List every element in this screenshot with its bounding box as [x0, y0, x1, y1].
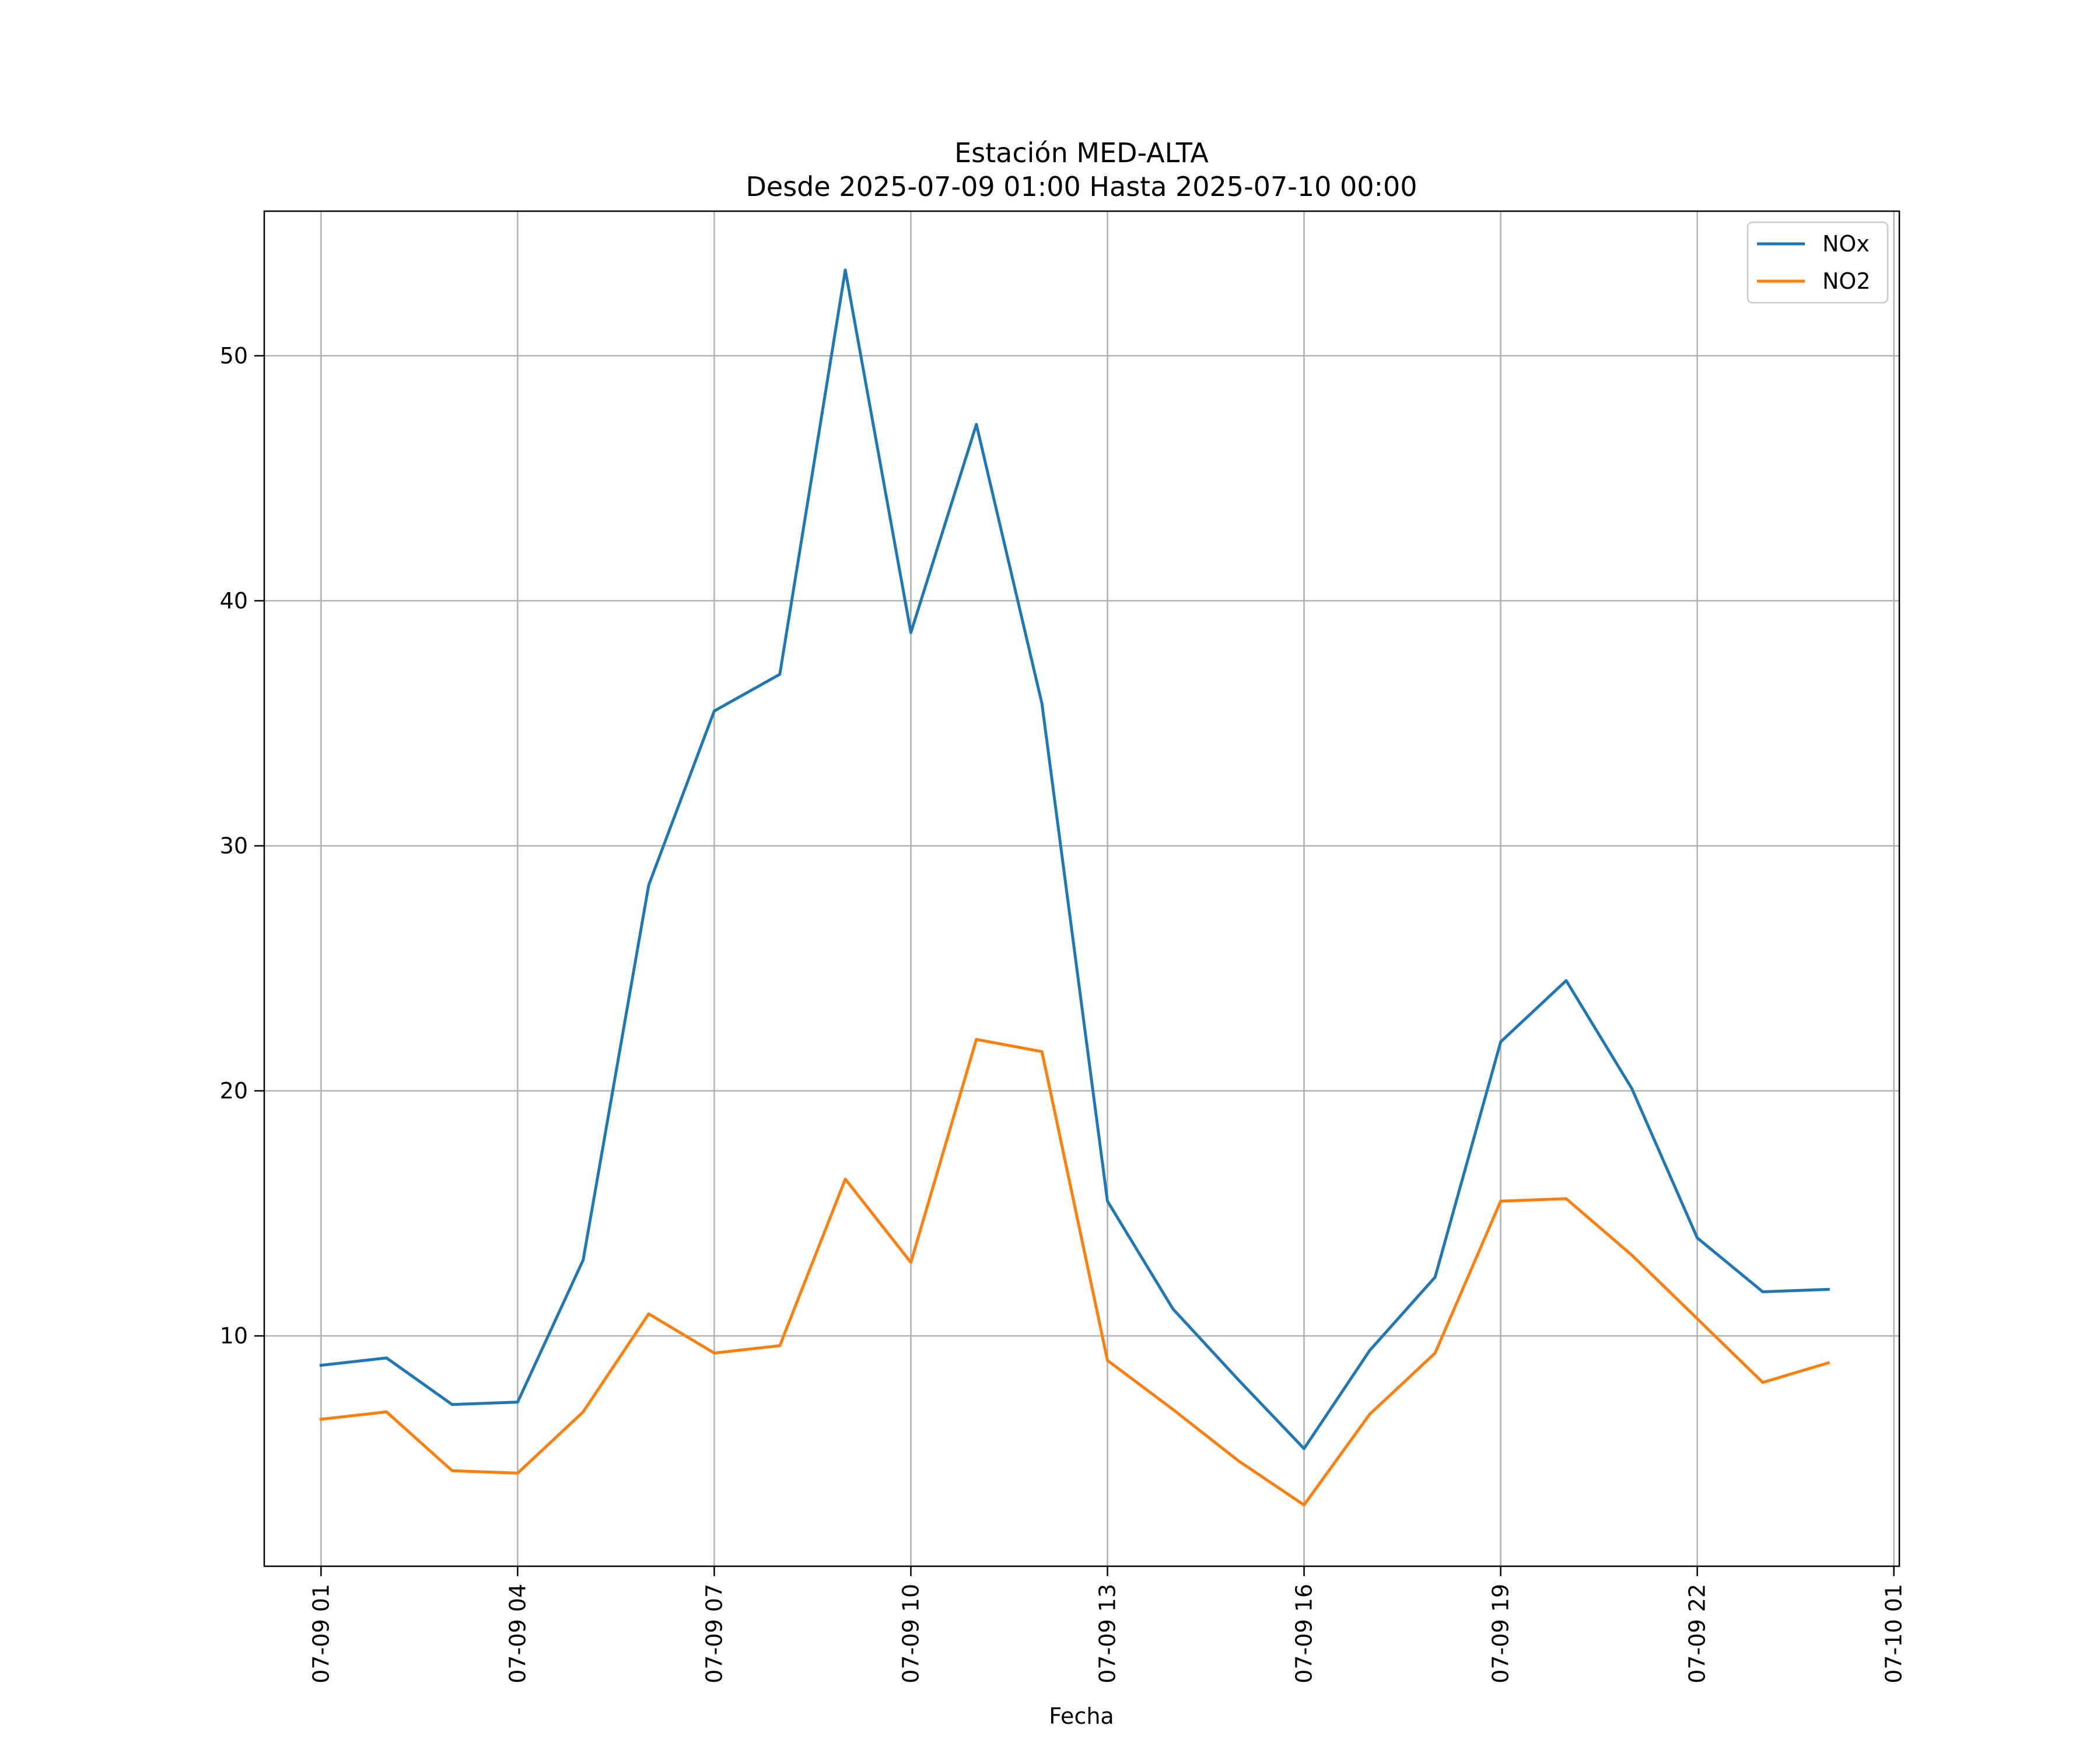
x-gridlines [320, 211, 1895, 1566]
x-axis: 07-09 01 07-09 04 07-09 07 07-09 10 07-09 13… [308, 1566, 1907, 1684]
y-tick-label: 30 [220, 833, 248, 859]
x-tick-label: 07-09 22 [1685, 1584, 1710, 1684]
y-axis: 10 20 30 40 50 [220, 343, 264, 1349]
series-line-nox [319, 268, 1830, 1450]
series-line-no2 [319, 1038, 1831, 1507]
series-layer [319, 268, 1831, 1507]
x-tick-label: 07-09 16 [1292, 1584, 1317, 1684]
y-tick-label: 10 [220, 1323, 248, 1349]
plot-frame [263, 210, 1901, 1567]
chart-subtitle: Desde 2025-07-09 01:00 Hasta 2025-07-10 … [746, 171, 1417, 202]
x-tick-label: 07-09 07 [701, 1584, 727, 1684]
legend: NOx NO2 [1746, 221, 1889, 304]
legend-label-no2: NO2 [1822, 268, 1871, 294]
y-gridlines [264, 355, 1899, 1337]
y-tick-label: 50 [220, 343, 248, 369]
chart-title: Estación MED-ALTA [954, 137, 1209, 169]
x-tick-label: 07-09 10 [898, 1584, 923, 1684]
x-tick-label: 07-09 13 [1095, 1584, 1121, 1684]
x-axis-label: Fecha [1049, 1703, 1114, 1729]
y-tick-label: 40 [220, 588, 248, 614]
x-tick-label: 07-10 01 [1881, 1584, 1907, 1684]
legend-label-nox: NOx [1822, 231, 1870, 257]
y-tick-label: 20 [220, 1078, 248, 1104]
x-tick-label: 07-09 04 [505, 1584, 530, 1684]
x-tick-label: 07-09 01 [308, 1584, 334, 1684]
x-tick-label: 07-09 19 [1488, 1584, 1514, 1684]
